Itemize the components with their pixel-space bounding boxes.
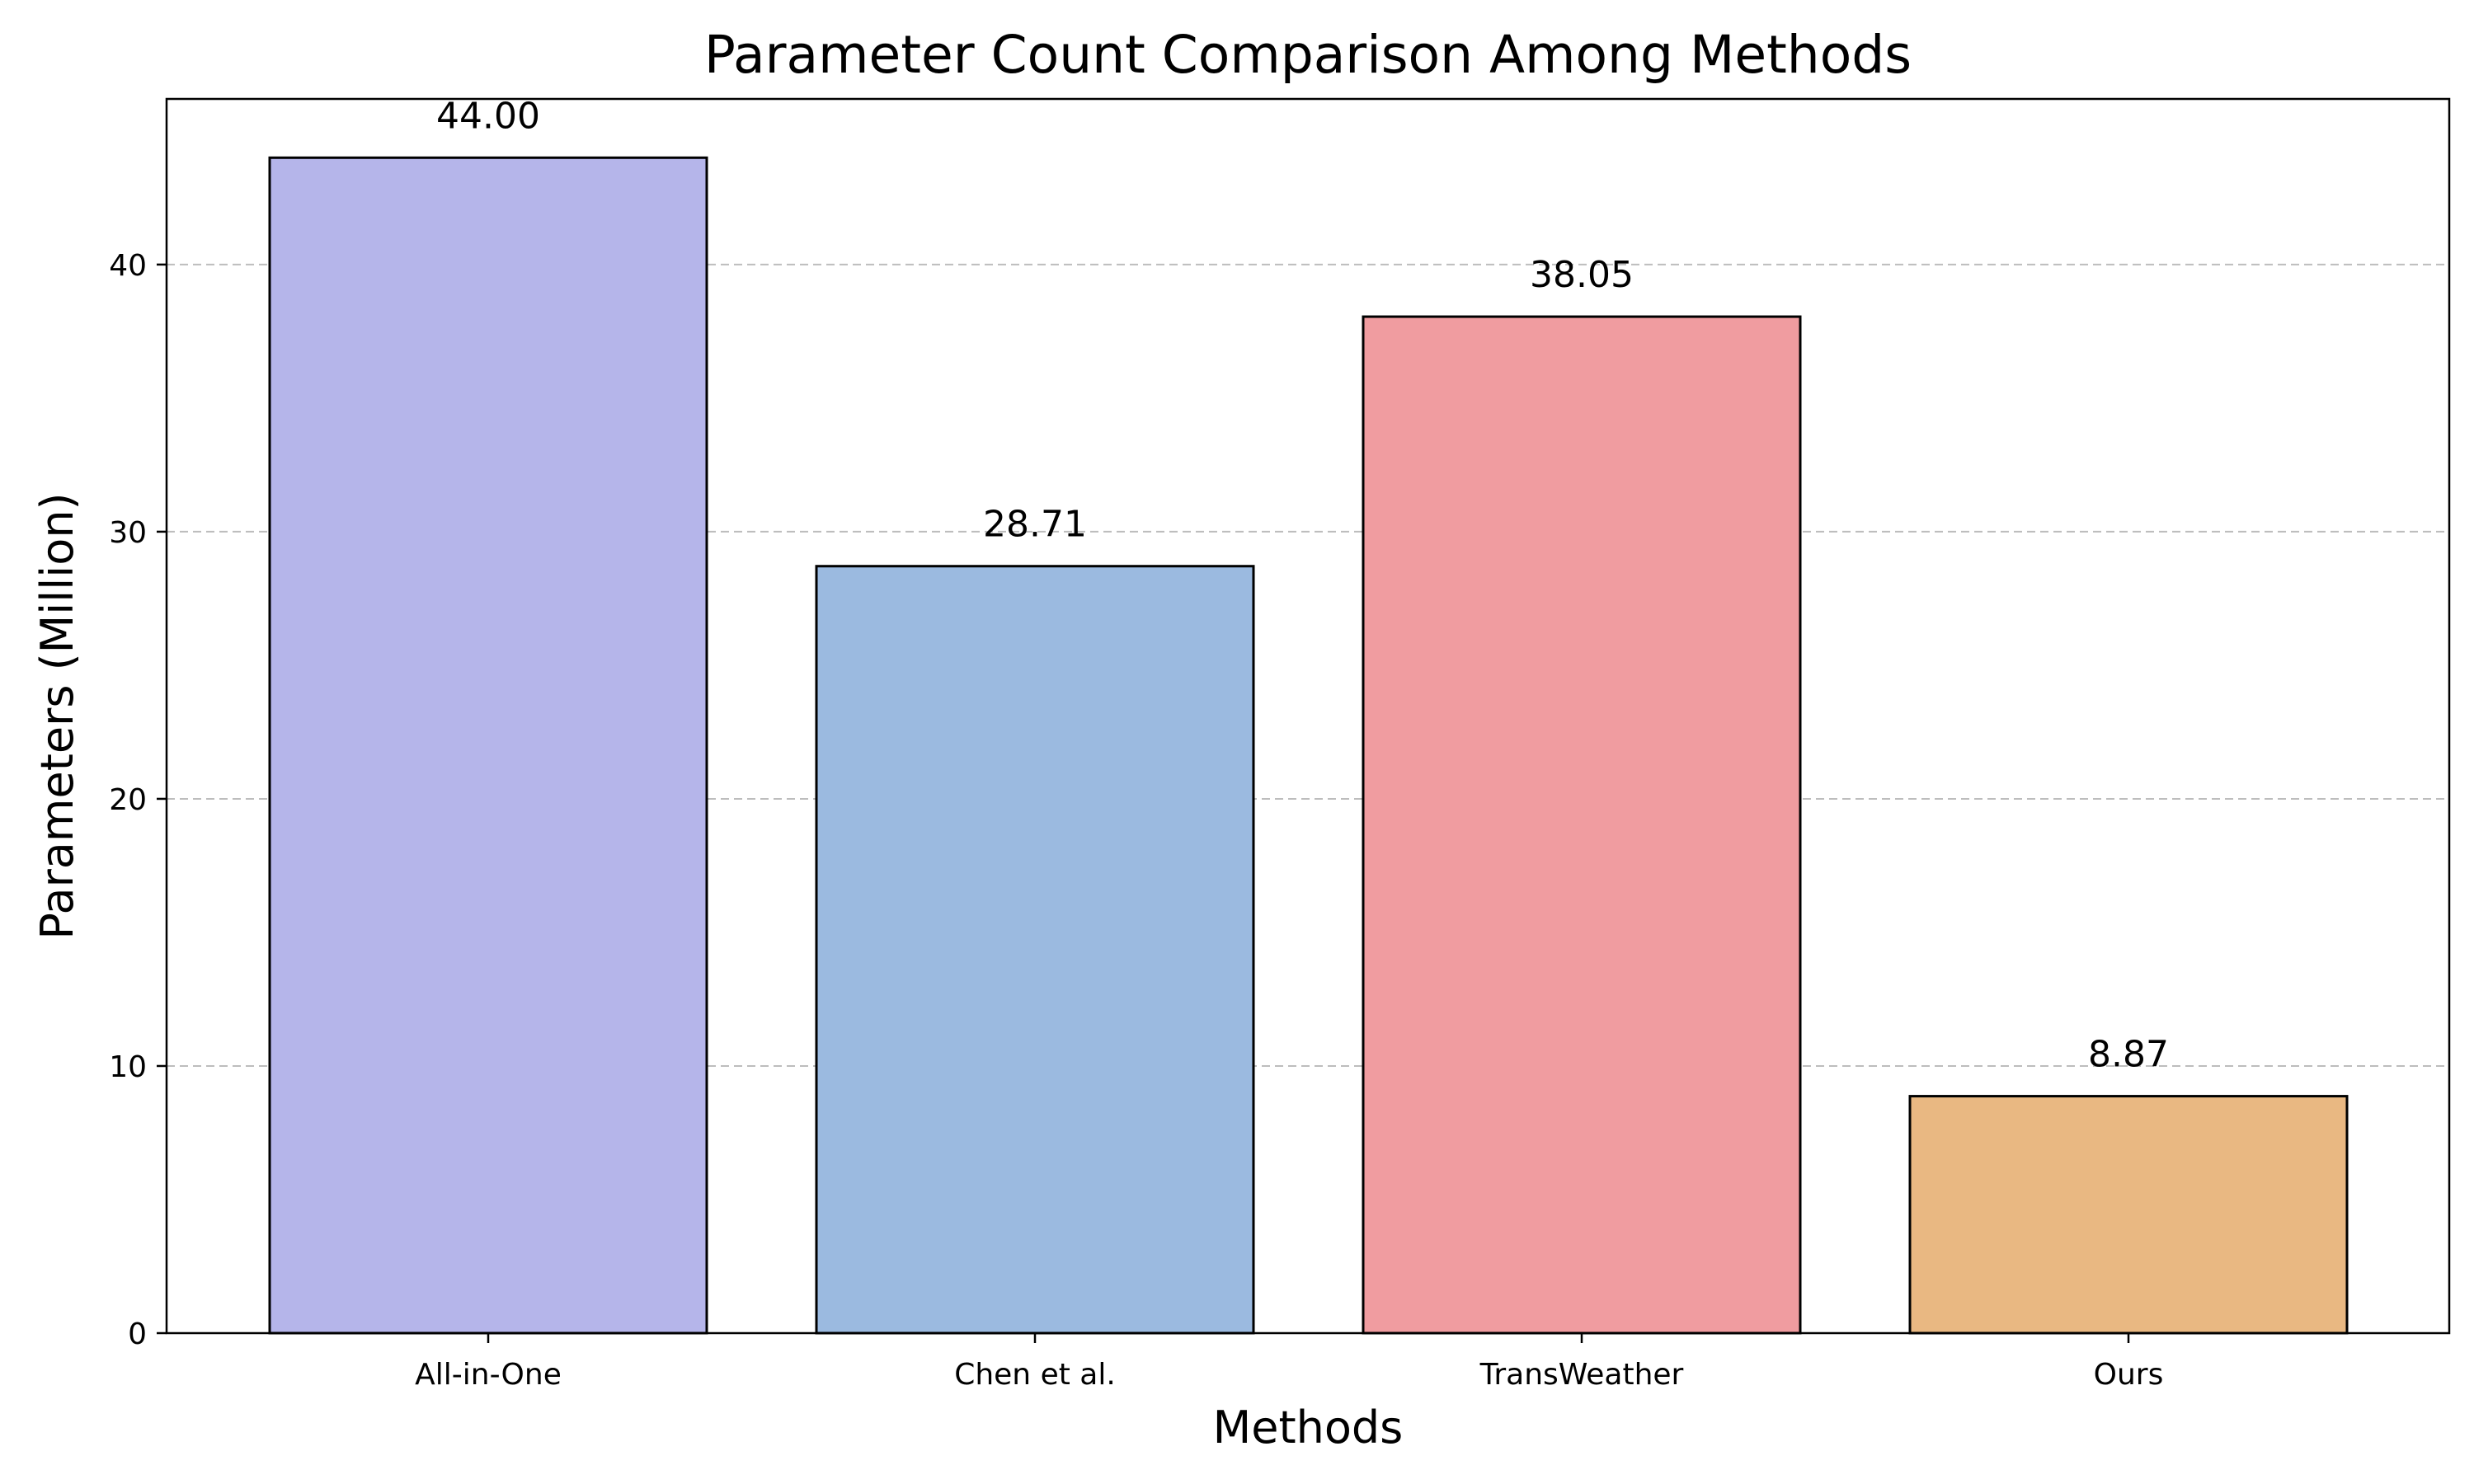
y-tick-label: 30 (109, 516, 147, 550)
x-tick-label: Chen et al. (954, 1358, 1116, 1392)
x-tick-label: TransWeather (1479, 1358, 1684, 1392)
bar-ours (1908, 1095, 2349, 1335)
chart-title: Parameter Count Comparison Among Methods (704, 25, 1912, 85)
x-tick-label: All-in-One (415, 1358, 562, 1392)
bar-value-label: 44.00 (436, 95, 540, 137)
y-tick-label: 40 (109, 249, 147, 283)
grid-lines (167, 263, 2449, 1067)
bar-all-in-one (268, 156, 708, 1335)
y-tick-label: 20 (109, 783, 147, 817)
bar-value-label: 38.05 (1530, 254, 1634, 296)
x-axis-title: Methods (1213, 1402, 1404, 1453)
bar-chen-et-al (815, 565, 1255, 1335)
bar-value-label: 8.87 (2088, 1034, 2169, 1076)
y-tick-label: 10 (109, 1050, 147, 1084)
plot-area-frame (165, 97, 2451, 1335)
x-tick-label: Ours (2094, 1358, 2164, 1392)
data-labels: 44.00 28.71 38.05 8.87 (436, 95, 2169, 1075)
x-axis-ticks: All-in-One Chen et al. TransWeather Ours (415, 1333, 2163, 1392)
y-tick-label: 0 (128, 1317, 147, 1351)
bars (268, 156, 2349, 1335)
y-axis-ticks: 0 10 20 30 40 (109, 249, 167, 1351)
bar-transweather (1362, 315, 1802, 1335)
bar-value-label: 28.71 (983, 504, 1087, 546)
y-axis-title: Parameters (Million) (31, 492, 83, 939)
